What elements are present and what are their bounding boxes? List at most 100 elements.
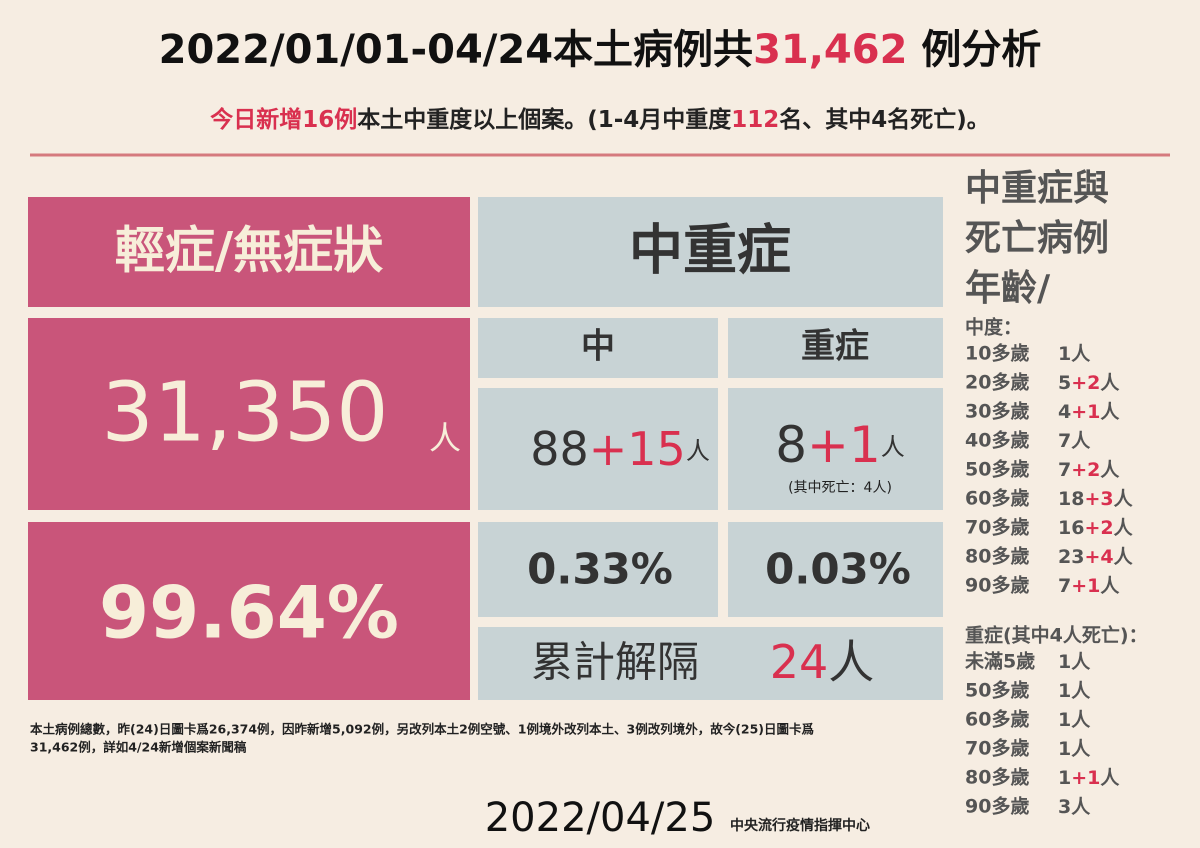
base: 7 bbox=[1058, 459, 1071, 481]
subtitle-part: 名、其中4名死亡)。 bbox=[779, 106, 990, 133]
age-count: 16+2人 bbox=[1058, 517, 1134, 539]
unit: 人 bbox=[1071, 680, 1091, 702]
age-count: 1人 bbox=[1058, 738, 1091, 760]
added: +4 bbox=[1084, 546, 1113, 568]
age-count: 1人 bbox=[1058, 709, 1091, 731]
moderate-age-label: 中度： bbox=[965, 316, 1022, 339]
title: 2022/01/01-04/24本土病例共31,462 例分析 bbox=[159, 27, 1042, 73]
cell bbox=[478, 388, 718, 510]
cell bbox=[478, 318, 718, 378]
base: 1 bbox=[1058, 680, 1071, 702]
cell bbox=[478, 522, 718, 617]
added: +1 bbox=[807, 416, 881, 474]
mild-count-box bbox=[28, 318, 470, 510]
cell bbox=[728, 388, 943, 510]
serious-heading: 中重症 bbox=[629, 219, 791, 282]
title-part: 例分析 bbox=[907, 27, 1041, 73]
age-count: 1人 bbox=[1058, 680, 1091, 702]
unit: 人 bbox=[1071, 430, 1091, 452]
base: 4 bbox=[1058, 401, 1071, 423]
added: +15 bbox=[589, 422, 686, 476]
base: 1 bbox=[1058, 738, 1071, 760]
footnote: 31,462例，詳如4/24新增個案新聞稿 bbox=[30, 740, 247, 755]
age-group: 90多歲 bbox=[965, 795, 1029, 818]
subtitle: 今日新增16例本土中重度以上個案。(1-4月中重度112名、其中4名死亡)。 bbox=[210, 106, 990, 133]
age-heading: 年齡/ bbox=[965, 268, 1051, 309]
base: 18 bbox=[1058, 488, 1084, 510]
date: 2022/04/25 bbox=[485, 795, 716, 841]
org: 中央流行疫情指揮中心 bbox=[730, 817, 870, 834]
age-group: 10多歲 bbox=[965, 342, 1029, 365]
base: 7 bbox=[1058, 575, 1071, 597]
added: +2 bbox=[1071, 372, 1100, 394]
unit: 人 bbox=[1071, 709, 1091, 731]
serious-heading-box bbox=[478, 197, 943, 307]
age-heading: 中重症與 bbox=[965, 168, 1109, 209]
mild-heading: 輕症/無症狀 bbox=[115, 222, 383, 280]
age-group: 40多歲 bbox=[965, 429, 1029, 452]
base: 1 bbox=[1058, 767, 1071, 789]
released-value: 24人 bbox=[770, 635, 875, 689]
released-number: 24 bbox=[770, 635, 829, 689]
age-count: 1+1人 bbox=[1058, 767, 1120, 789]
severe-count: 8+1人 bbox=[775, 416, 905, 474]
added: +1 bbox=[1071, 401, 1100, 423]
added: +1 bbox=[1071, 767, 1100, 789]
added: +2 bbox=[1084, 517, 1113, 539]
subtitle-part: 本土中重度以上個案。(1-4月中重度 bbox=[357, 106, 732, 133]
subtitle-part: 今日新增16例 bbox=[210, 106, 357, 133]
base: 3 bbox=[1058, 796, 1071, 818]
unit: 人 bbox=[1114, 546, 1134, 568]
mild-unit: 人 bbox=[429, 419, 461, 457]
footnote: 本土病例總數，昨(24)日圖卡爲26,374例，因昨新增5,092例，另改列本土… bbox=[30, 722, 814, 737]
severe-note: (其中死亡：4人) bbox=[788, 480, 892, 496]
age-group: 60多歲 bbox=[965, 487, 1029, 510]
base: 1 bbox=[1058, 709, 1071, 731]
age-count: 7人 bbox=[1058, 430, 1091, 452]
cell bbox=[478, 627, 943, 700]
age-panel: 中重症與 死亡病例 年齡/ 中度： 重症(其中4人死亡)： 10多歲 1人20多歲… bbox=[964, 168, 1148, 818]
unit: 人 bbox=[1071, 738, 1091, 760]
age-group: 70多歲 bbox=[965, 737, 1029, 760]
age-group: 80多歲 bbox=[965, 766, 1029, 789]
unit: 人 bbox=[1100, 401, 1120, 423]
age-group: 50多歲 bbox=[965, 679, 1029, 702]
age-count: 7+1人 bbox=[1058, 575, 1120, 597]
age-count: 5+2人 bbox=[1058, 372, 1120, 394]
moderate-label: 中 bbox=[581, 327, 615, 367]
unit: 人 bbox=[1114, 517, 1134, 539]
unit: 人 bbox=[1071, 343, 1091, 365]
mild-heading-box bbox=[28, 197, 470, 307]
age-count: 4+1人 bbox=[1058, 401, 1120, 423]
age-count: 1人 bbox=[1058, 343, 1091, 365]
unit: 人 bbox=[686, 437, 710, 465]
subtitle-part: 112 bbox=[731, 107, 779, 133]
added: +1 bbox=[1071, 575, 1100, 597]
unit: 人 bbox=[1100, 575, 1120, 597]
title-number: 31,462 bbox=[753, 27, 907, 73]
mild-percent: 99.64% bbox=[99, 571, 399, 655]
age-count: 23+4人 bbox=[1058, 546, 1134, 568]
base: 5 bbox=[1058, 372, 1071, 394]
base: 16 bbox=[1058, 517, 1084, 539]
unit: 人 bbox=[1100, 459, 1120, 481]
severe-label: 重症 bbox=[801, 327, 869, 367]
base: 7 bbox=[1058, 430, 1071, 452]
age-group: 60多歲 bbox=[965, 708, 1029, 731]
added: +2 bbox=[1071, 459, 1100, 481]
base: 23 bbox=[1058, 546, 1084, 568]
age-group: 70多歲 bbox=[965, 516, 1029, 539]
age-heading: 死亡病例 bbox=[965, 218, 1109, 259]
age-count: 3人 bbox=[1058, 796, 1091, 818]
mild-percent-box bbox=[28, 522, 470, 700]
age-group: 30多歲 bbox=[965, 400, 1029, 423]
mild-count: 31,350 bbox=[102, 365, 389, 460]
cell bbox=[728, 522, 943, 617]
moderate-count: 88+15人 bbox=[530, 422, 710, 476]
age-group: 50多歲 bbox=[965, 458, 1029, 481]
released-label: 累計解隔 bbox=[531, 638, 699, 687]
unit: 人 bbox=[881, 433, 905, 461]
base: 1 bbox=[1058, 651, 1071, 673]
unit: 人 bbox=[828, 635, 874, 689]
